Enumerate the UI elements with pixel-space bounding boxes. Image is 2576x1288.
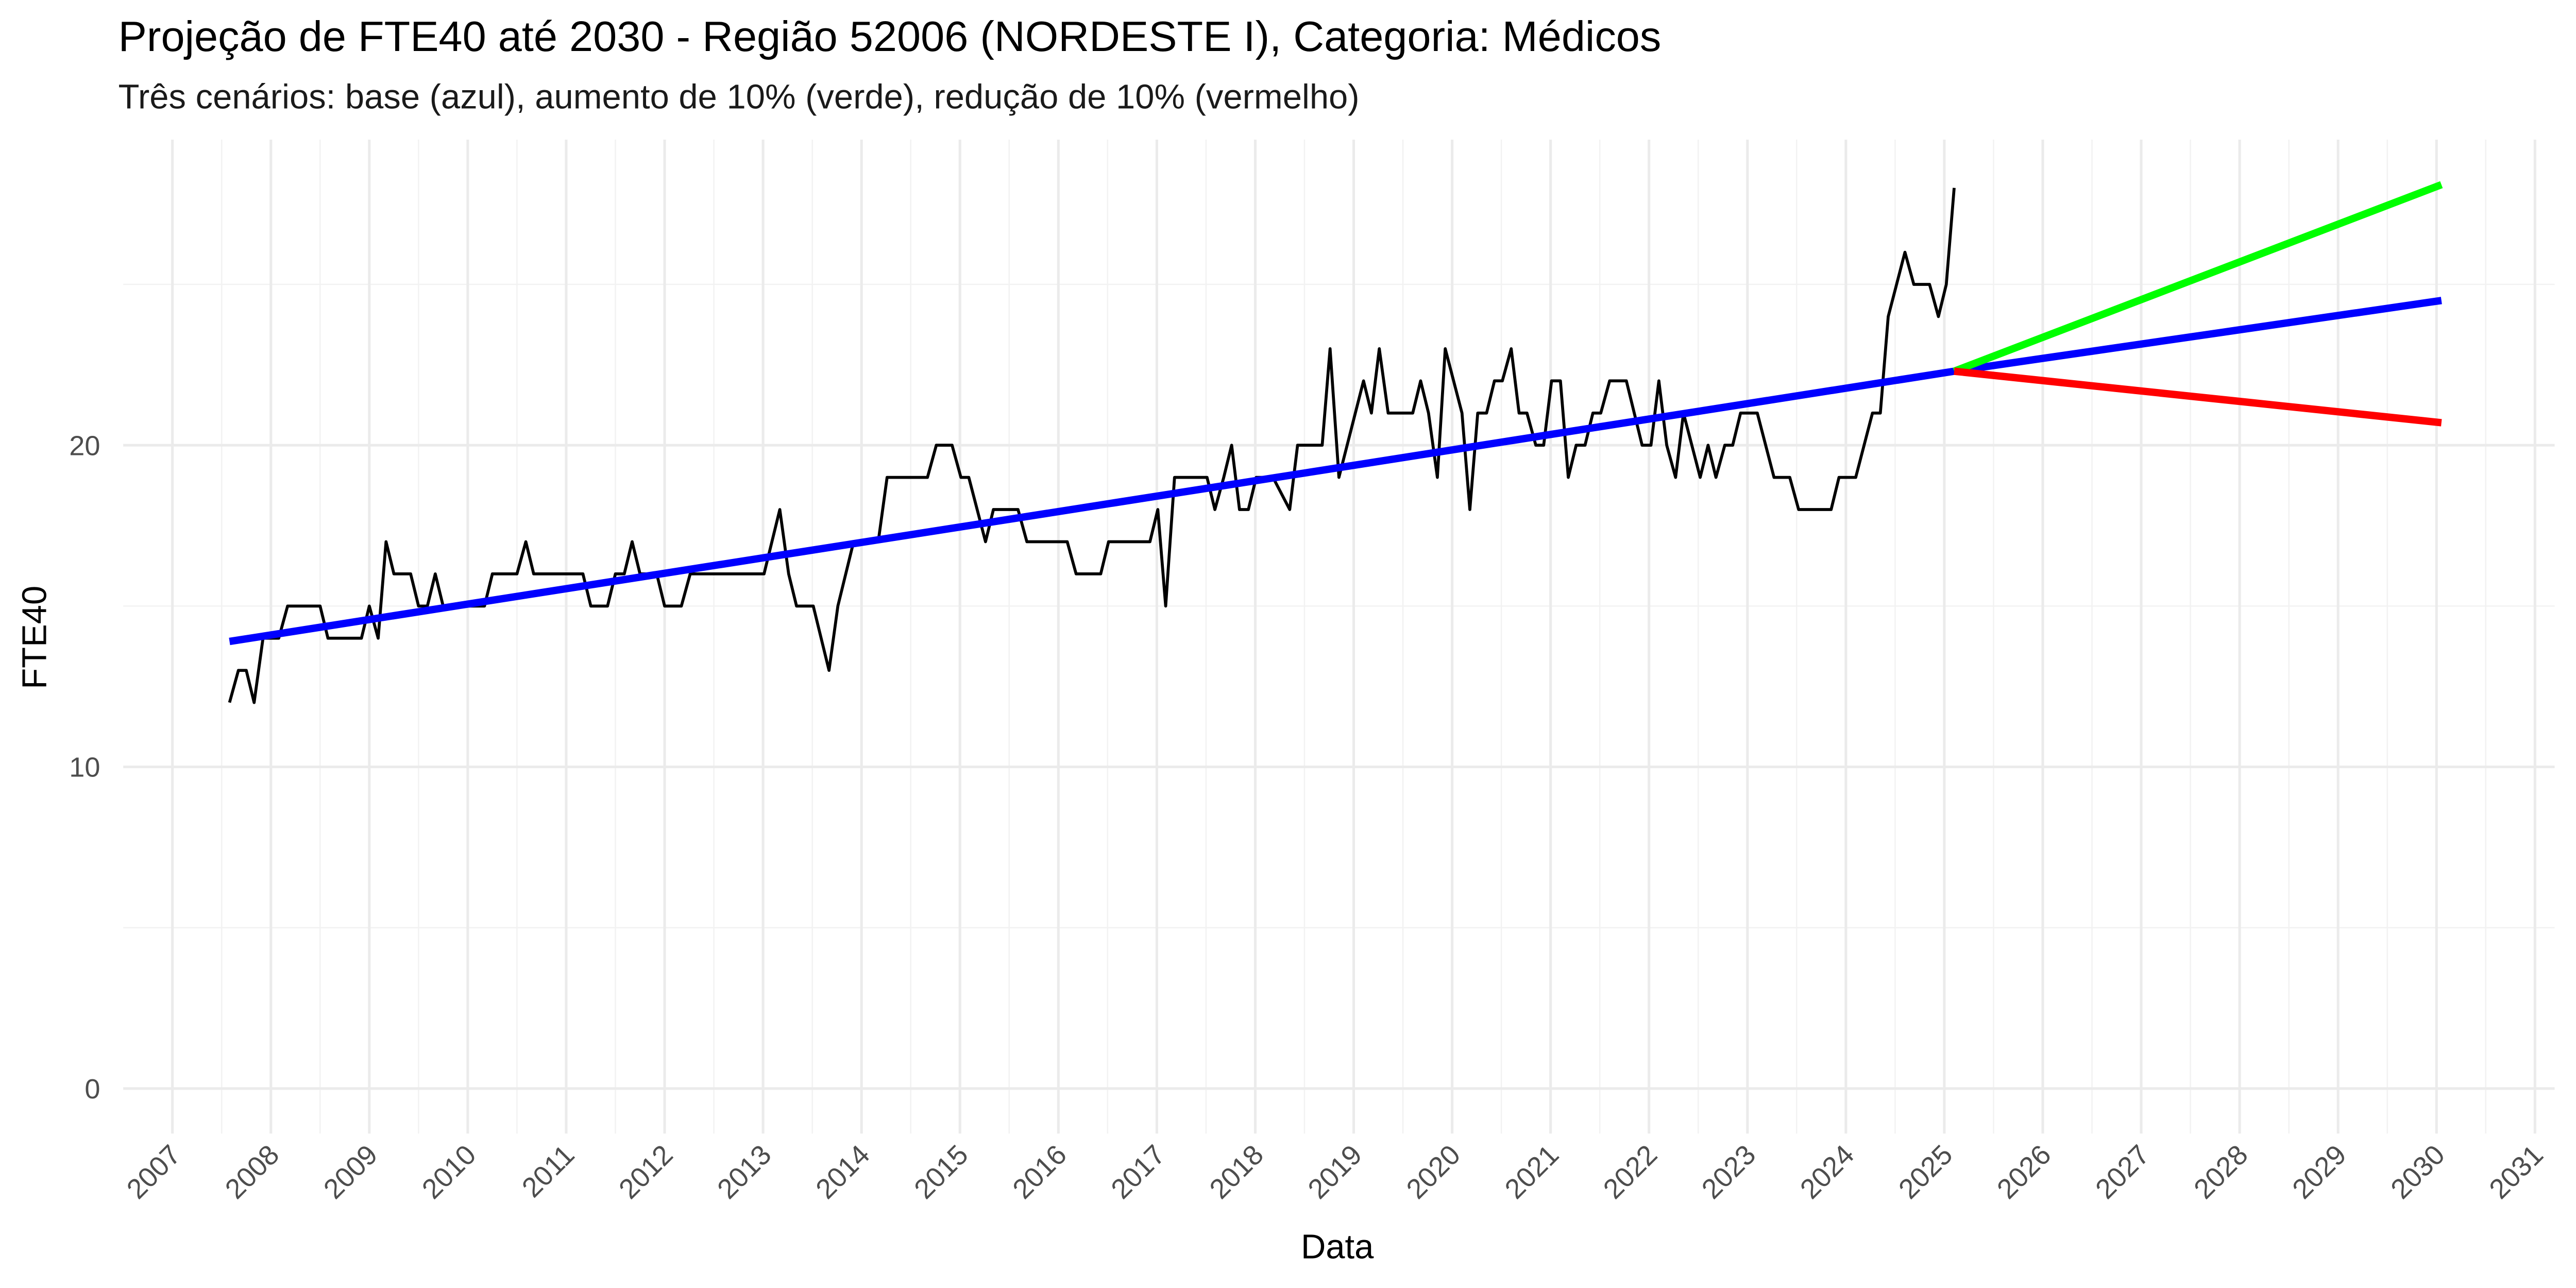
y-tick-label: 0 <box>84 1074 100 1105</box>
line-series <box>1953 181 2443 375</box>
plot <box>228 181 2443 704</box>
grid <box>123 140 2555 1134</box>
chart-title: Projeção de FTE40 até 2030 - Região 5200… <box>118 12 1662 60</box>
line-series <box>228 188 1956 704</box>
y-axis-title: FTE40 <box>15 586 54 689</box>
y-tick-label: 10 <box>69 752 100 783</box>
line-series <box>1954 367 2442 427</box>
y-tick-label: 20 <box>69 430 100 461</box>
x-axis-title: Data <box>1301 1228 1374 1266</box>
chart-subtitle: Três cenários: base (azul), aumento de 1… <box>118 77 1360 116</box>
